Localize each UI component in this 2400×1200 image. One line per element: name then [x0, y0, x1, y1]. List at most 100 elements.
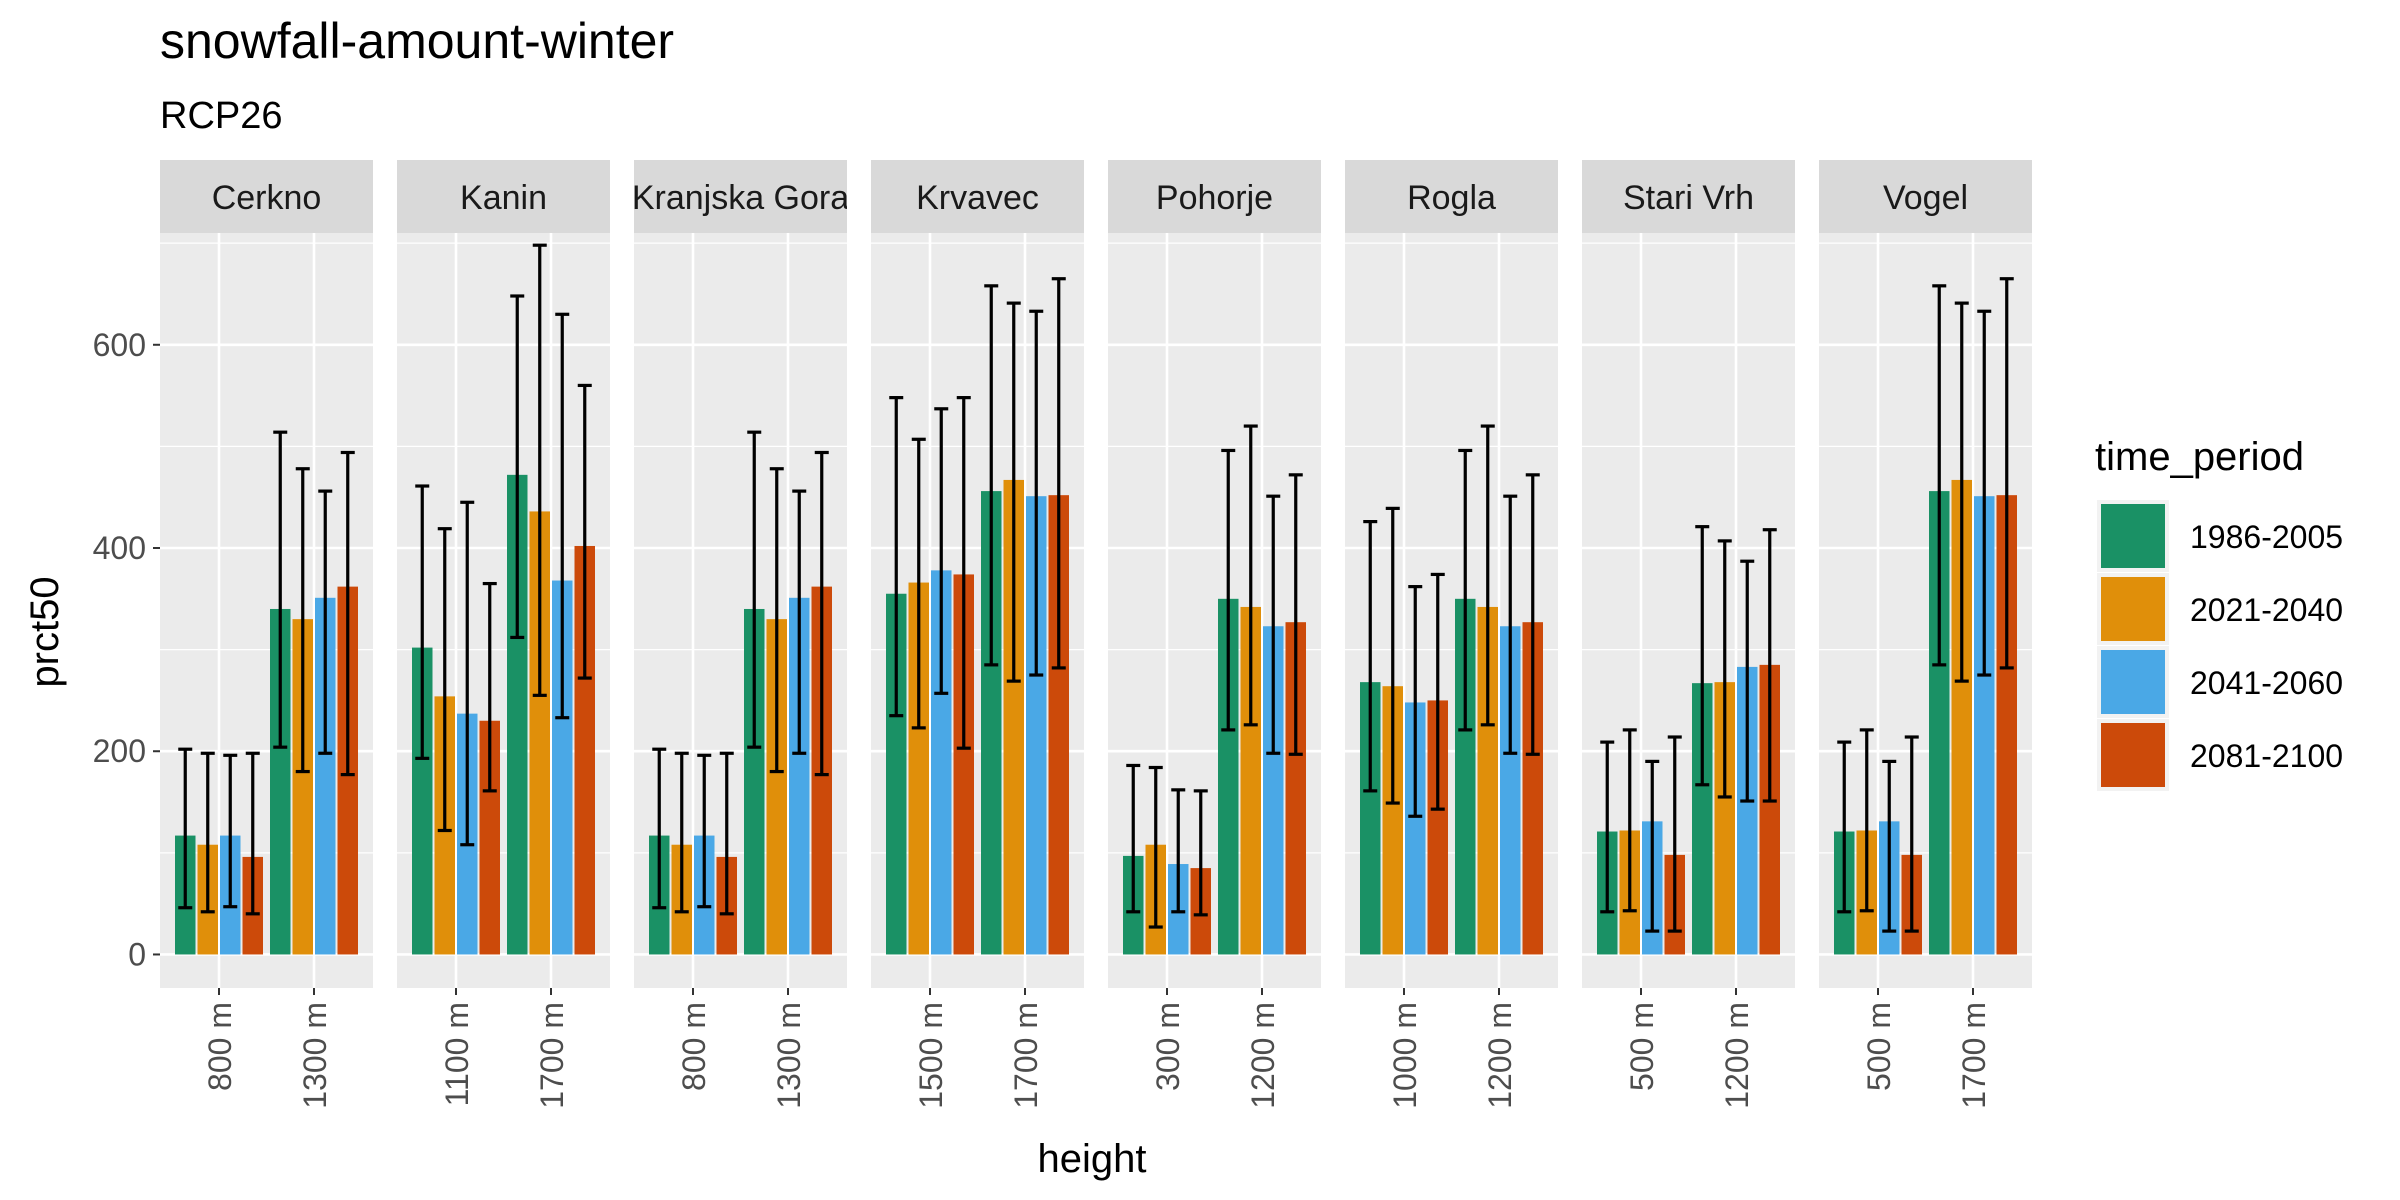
bar	[1714, 682, 1735, 955]
bar	[315, 597, 336, 955]
bar	[1382, 686, 1403, 955]
x-tick-label: 1200 m	[1719, 1002, 1755, 1109]
x-tick-label: 800 m	[676, 1002, 712, 1091]
facet-label: Pohorje	[1156, 179, 1273, 217]
x-tick-label: 500 m	[1861, 1002, 1897, 1091]
bar	[574, 545, 595, 955]
error-bar	[1458, 448, 1473, 732]
legend-swatch	[2101, 577, 2165, 641]
bar	[507, 474, 528, 955]
error-bar	[1667, 735, 1682, 933]
error-bar	[273, 430, 288, 749]
error-bar	[1126, 763, 1141, 914]
facet-strip	[1819, 160, 2032, 233]
x-tick-label: 1500 m	[913, 1002, 949, 1109]
bar	[552, 580, 573, 955]
facet-strip	[1582, 160, 1795, 233]
bar	[270, 608, 291, 955]
bar	[1240, 606, 1261, 955]
legend-label: 1986-2005	[2190, 519, 2343, 555]
x-tick-label: 500 m	[1624, 1002, 1660, 1091]
bar	[1048, 495, 1069, 955]
error-bar	[652, 747, 667, 910]
error-bar	[934, 407, 949, 695]
bar	[1996, 495, 2017, 955]
x-tick-label: 800 m	[202, 1002, 238, 1091]
x-tick-label: 1700 m	[1008, 1002, 1044, 1109]
legend-title: time_period	[2095, 435, 2304, 479]
legend-label: 2021-2040	[2190, 592, 2343, 628]
facet-label: Kanin	[460, 179, 547, 217]
facet-panel: Rogla 1000 m 1200 m	[1345, 160, 1558, 1109]
bar	[931, 570, 952, 955]
error-bar	[1904, 735, 1919, 933]
error-bar	[984, 284, 999, 667]
error-bar	[889, 396, 904, 718]
bar	[981, 491, 1002, 955]
bar	[1427, 700, 1448, 955]
error-bar	[747, 430, 762, 749]
error-bar	[1266, 494, 1281, 755]
error-bar	[555, 312, 570, 720]
error-bar	[482, 581, 497, 793]
y-axis-title: prct50	[23, 576, 67, 687]
bar	[1500, 626, 1521, 955]
error-bar	[1954, 301, 1969, 683]
error-bar	[1525, 473, 1540, 756]
facet-label: Vogel	[1883, 179, 1968, 217]
facet-label: Krvavec	[916, 179, 1039, 217]
legend-swatch	[2101, 504, 2165, 568]
facet-label: Kranjska Gora	[632, 179, 849, 217]
y-tick-label: 200	[93, 733, 146, 769]
error-bar	[340, 450, 355, 777]
x-axis-title: height	[1038, 1137, 1147, 1181]
bar	[1285, 622, 1306, 955]
error-bar	[1430, 572, 1445, 811]
bar	[1405, 702, 1426, 955]
error-bar	[245, 751, 260, 916]
bar	[1522, 622, 1543, 955]
bar	[1218, 598, 1239, 955]
panels: Cerkno 800 m 1300 m Kanin 1100 m 1700 m Kranjs…	[160, 160, 2032, 1109]
error-bar	[1622, 728, 1637, 913]
bar	[953, 574, 974, 955]
error-bar	[1600, 740, 1615, 914]
bar	[479, 720, 500, 955]
error-bar	[1221, 448, 1236, 732]
facet-panel: Stari Vrh 500 m 1200 m	[1582, 160, 1795, 1109]
error-bar	[295, 467, 310, 774]
error-bar	[1762, 528, 1777, 803]
chart-subtitle: RCP26	[160, 95, 283, 137]
bar	[1360, 682, 1381, 955]
facet-panel: Pohorje 300 m 1200 m	[1108, 160, 1321, 1109]
error-bar	[956, 396, 971, 750]
bar	[1737, 666, 1758, 955]
facet-panel: Kanin 1100 m 1700 m	[397, 160, 610, 1109]
error-bar	[1695, 525, 1710, 787]
facet-strip	[397, 160, 610, 233]
facet-panel: Vogel 500 m 1700 m	[1819, 160, 2032, 1109]
bar	[1455, 598, 1476, 955]
error-bar	[674, 751, 689, 914]
chart-title: snowfall-amount-winter	[160, 13, 674, 69]
error-bar	[1740, 559, 1755, 803]
x-tick-label: 1300 m	[771, 1002, 807, 1109]
x-tick-label: 1000 m	[1387, 1002, 1423, 1109]
error-bar	[1029, 309, 1044, 677]
legend-swatch	[2101, 650, 2165, 714]
legend-label: 2041-2060	[2190, 665, 2343, 701]
error-bar	[911, 437, 926, 730]
error-bar	[814, 450, 829, 777]
error-bar	[1977, 309, 1992, 677]
error-bar	[1363, 519, 1378, 793]
bar	[886, 593, 907, 955]
y-axis: 0 200 400 600	[93, 327, 160, 972]
facet-strip	[871, 160, 1084, 233]
y-tick-label: 400	[93, 530, 146, 566]
error-bar	[532, 243, 547, 697]
x-tick-label: 300 m	[1150, 1002, 1186, 1091]
error-bar	[719, 751, 734, 916]
y-tick-label: 600	[93, 327, 146, 363]
error-bar	[318, 489, 333, 755]
error-bar	[223, 753, 238, 909]
